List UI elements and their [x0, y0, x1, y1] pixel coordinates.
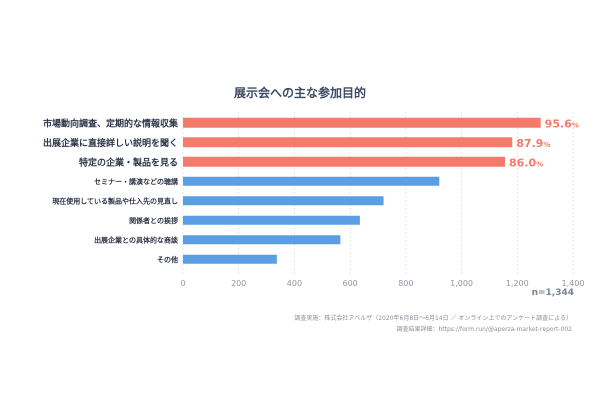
- bar: [183, 137, 513, 148]
- x-tick-label: 400: [287, 279, 302, 288]
- source-url: 調査結果詳細：https://form.run/@aperza-market-r…: [396, 326, 572, 333]
- category-labels: 市場動向調査、定期的な情報収集出展企業に直接詳しい説明を聞く特定の企業・製品を見…: [43, 117, 179, 264]
- data-labels: 95.6% 87.9% 86.0%: [509, 117, 579, 169]
- category-label: 特定の企業・製品を見る: [79, 156, 178, 168]
- x-tick-label: 1,400: [562, 279, 585, 288]
- sample-size: n=1,344: [531, 288, 574, 298]
- bar: [183, 176, 440, 186]
- bar: [183, 156, 506, 167]
- bar: [183, 196, 384, 206]
- x-tick-label: 1,200: [506, 279, 529, 288]
- category-label: 現在使用している製品や仕入先の見直し: [52, 196, 178, 205]
- x-tick-label: 0: [180, 279, 185, 288]
- x-tick-label: 800: [398, 279, 413, 288]
- bars: [183, 117, 541, 264]
- source-note: 調査実施：株式会社アベルザ（2020年6月8日〜6月14日 ／ オンライン上での…: [294, 315, 572, 322]
- bar: [183, 215, 360, 225]
- category-label: 出展企業との具体的な商談: [94, 235, 179, 244]
- grid-lines: [182, 112, 574, 274]
- data-label: 86.0%: [509, 156, 543, 169]
- category-label: 関係者との挨拶: [129, 216, 178, 225]
- x-tick-labels: 0 200 400 600 800 1,000 1,200 1,400: [180, 279, 584, 288]
- x-tick-label: 1,000: [450, 279, 473, 288]
- category-label: 出展企業に直接詳しい説明を聞く: [43, 137, 178, 149]
- chart-title: 展示会への主な参加目的: [234, 85, 366, 100]
- bar: [183, 117, 541, 128]
- category-label: 市場動向調査、定期的な情報収集: [43, 117, 179, 129]
- bar: [183, 235, 341, 245]
- x-tick-label: 600: [343, 279, 358, 288]
- category-label: セミナー・講演などの聴講: [94, 177, 178, 186]
- x-tick-label: 200: [231, 279, 246, 288]
- category-label: その他: [157, 255, 178, 264]
- data-label: 87.9%: [516, 137, 550, 150]
- data-label: 95.6%: [545, 117, 579, 130]
- bar: [183, 254, 277, 264]
